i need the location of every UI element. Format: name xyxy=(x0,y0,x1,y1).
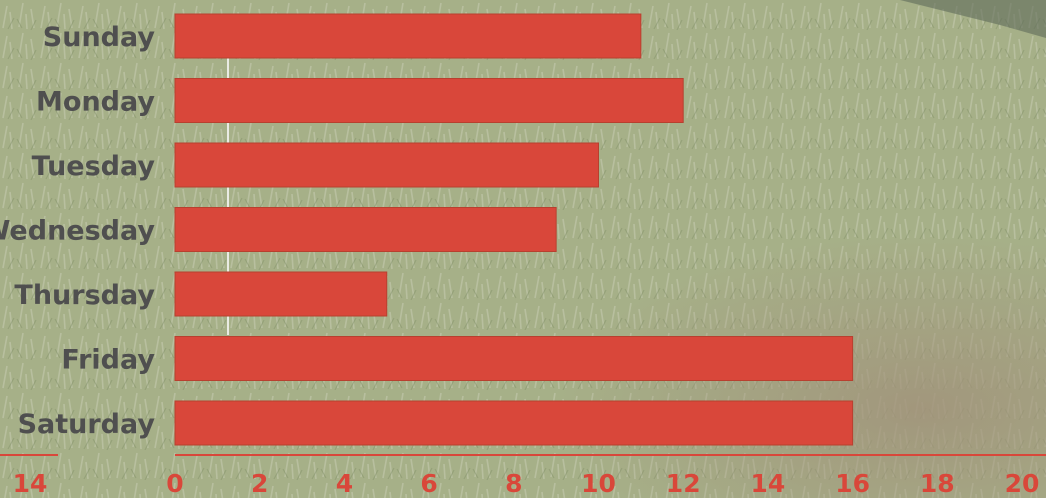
bar-friday xyxy=(174,336,854,381)
category-label-sunday: Sunday xyxy=(43,22,156,53)
x-tick-label-10: 10 xyxy=(581,469,616,498)
category-label-friday: Friday xyxy=(61,345,155,376)
bar-monday xyxy=(174,78,684,123)
x-tick-label-0: 0 xyxy=(166,469,183,498)
category-label-thursday: Thursday xyxy=(14,280,155,311)
x-tick-label-left: 14 xyxy=(13,469,48,498)
bar-wednesday xyxy=(174,207,557,252)
x-tick-label-6: 6 xyxy=(420,469,437,498)
category-label-wednesday: Wednesday xyxy=(0,216,155,247)
bar-sunday xyxy=(174,13,642,59)
x-tick-label-2: 2 xyxy=(251,469,268,498)
x-tick-label-4: 4 xyxy=(336,469,353,498)
x-tick-label-16: 16 xyxy=(835,469,870,498)
category-labels: Sunday Monday Tuesday Wednesday Thursday Frid… xyxy=(0,22,155,440)
category-label-monday: Monday xyxy=(36,87,155,118)
x-tick-label-18: 18 xyxy=(920,469,955,498)
x-tick-label-14: 14 xyxy=(751,469,786,498)
x-tick-label-20: 20 xyxy=(1005,469,1040,498)
bar-tuesday xyxy=(174,142,599,188)
x-tick-label-8: 8 xyxy=(505,469,522,498)
bars-group xyxy=(174,13,854,446)
x-tick-label-12: 12 xyxy=(666,469,701,498)
bar-saturday xyxy=(174,400,854,446)
category-label-saturday: Saturday xyxy=(18,409,156,440)
bar-thursday xyxy=(174,271,388,317)
x-tick-labels: 0 2 4 6 8 10 12 14 16 18 20 xyxy=(166,469,1039,498)
category-label-tuesday: Tuesday xyxy=(32,151,156,182)
